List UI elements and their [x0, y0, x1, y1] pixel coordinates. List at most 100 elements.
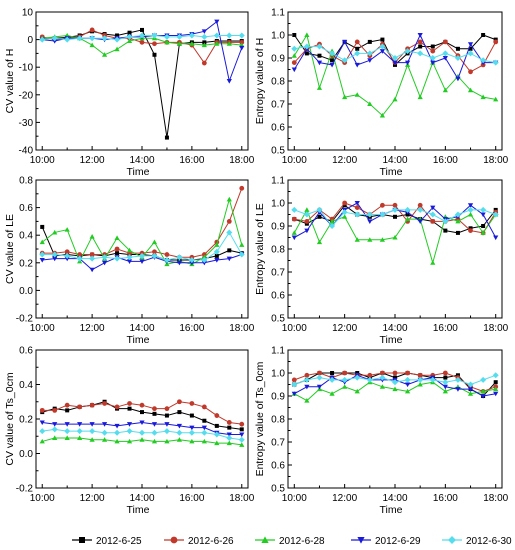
data-point [114, 404, 120, 410]
data-point [89, 27, 95, 33]
data-point [176, 33, 183, 40]
y-tick-label: 0.9 [271, 222, 285, 233]
data-point [65, 408, 70, 413]
data-point [329, 376, 336, 383]
data-point [164, 39, 170, 45]
series-line [42, 188, 243, 258]
y-tick-label: 1.0 [271, 31, 285, 42]
data-point [493, 235, 499, 241]
data-point [89, 42, 95, 48]
x-tick-label: 12:00 [80, 493, 105, 504]
data-point [52, 407, 58, 413]
legend-marker [261, 536, 269, 543]
data-point [101, 52, 108, 57]
data-point [139, 420, 145, 426]
data-point [329, 50, 336, 57]
data-point [417, 206, 424, 213]
data-point [329, 391, 335, 396]
y-tick-label: 0.7 [271, 100, 285, 111]
data-point [455, 230, 460, 235]
data-point [379, 112, 386, 118]
data-point [114, 46, 120, 52]
y-tick-label: -40 [19, 146, 34, 157]
data-point [455, 387, 461, 392]
data-point [39, 428, 46, 435]
data-point [177, 410, 182, 415]
data-point [329, 62, 335, 68]
x-tick-label: 14:00 [382, 493, 407, 504]
series-2012-6-30 [291, 206, 499, 229]
data-point [455, 76, 461, 82]
x-tick-label: 14:00 [382, 155, 407, 166]
data-point [214, 258, 220, 263]
data-point [214, 242, 220, 247]
legend-label: 2012-6-25 [96, 536, 142, 547]
data-point [163, 33, 170, 40]
data-point [480, 230, 486, 235]
data-point [417, 372, 423, 378]
data-point [467, 391, 474, 396]
data-point [303, 43, 310, 50]
data-point [164, 252, 170, 257]
data-point [89, 252, 95, 257]
panel-cv-ts0cm: 10:00 12:00 14:00 16:00 18:00 0.6 0.4 0.2 0.0 -0.… [4, 346, 255, 517]
data-point [164, 438, 170, 444]
data-point [304, 372, 310, 378]
data-point [189, 260, 195, 266]
data-point [417, 39, 423, 45]
data-point [442, 218, 449, 225]
x-tick-label: 12:00 [80, 155, 105, 166]
data-point [493, 391, 499, 397]
data-point [152, 52, 157, 57]
data-point [291, 391, 297, 397]
data-point [76, 35, 83, 42]
y-axis-title: CV value of H [4, 49, 16, 114]
data-point [291, 216, 297, 222]
data-point [480, 376, 487, 383]
data-point [77, 252, 83, 257]
y-tick-label: 0.8 [271, 77, 285, 88]
data-point [115, 33, 120, 38]
y-axis-title: Entropy value of LE [254, 203, 266, 295]
data-point [64, 428, 71, 435]
series-2012-6-30 [39, 229, 245, 264]
data-point [430, 60, 436, 66]
data-point [214, 19, 220, 25]
data-point [188, 257, 195, 264]
data-point [392, 96, 398, 102]
panel-entropy-ts0cm: 10:00 12:00 14:00 16:00 18:00 1.1 1.0 0.9 0.8 0.7… [254, 346, 509, 517]
x-tick-label: 18:00 [229, 493, 254, 504]
x-tick-label: 16:00 [179, 155, 204, 166]
data-point [189, 413, 194, 418]
y-tick-label: 1.1 [271, 8, 285, 19]
y-tick-label: -20 [19, 90, 34, 101]
data-point [316, 239, 323, 245]
data-point [392, 379, 398, 386]
data-point [379, 211, 386, 218]
data-point [226, 256, 232, 262]
x-tick-label: 14:00 [129, 493, 154, 504]
data-point [429, 376, 436, 383]
data-point [126, 428, 133, 435]
data-point [239, 39, 245, 45]
data-point [214, 413, 220, 418]
x-tick-label: 14:00 [129, 323, 154, 334]
data-point [101, 422, 108, 427]
data-point [291, 60, 297, 65]
data-point [201, 260, 207, 266]
data-point [201, 438, 207, 444]
x-tick-label: 16:00 [433, 155, 458, 166]
data-point [89, 402, 95, 408]
data-point [52, 435, 58, 440]
data-point [392, 60, 398, 66]
data-point [202, 418, 207, 423]
data-point [226, 432, 232, 438]
data-point [226, 32, 233, 39]
data-point [176, 437, 183, 442]
data-point [342, 39, 348, 45]
data-point [354, 388, 360, 394]
data-point [39, 239, 45, 245]
data-point [442, 370, 448, 376]
y-tick-label: 0.6 [271, 291, 285, 302]
data-point [239, 421, 245, 427]
